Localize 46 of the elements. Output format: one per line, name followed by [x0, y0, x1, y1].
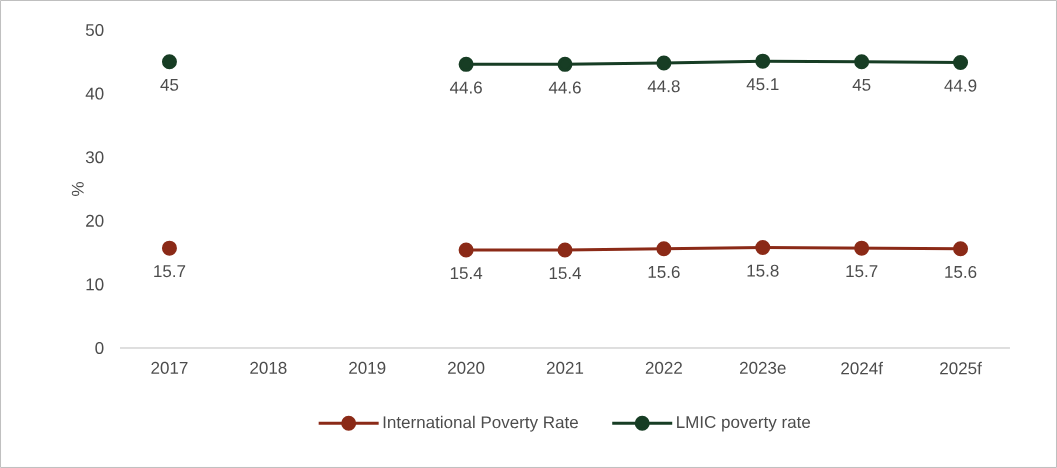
- point: [557, 56, 573, 72]
- point: [458, 56, 474, 72]
- point: [854, 54, 870, 70]
- y-axis-title: %: [71, 182, 84, 196]
- x-tick-label: 2025f: [940, 361, 982, 375]
- x-tick-label: 2024f: [841, 361, 883, 375]
- data-label: 45: [160, 78, 179, 91]
- point: [953, 54, 969, 70]
- y-tick-label: 20: [86, 214, 104, 227]
- legend-label: LMIC poverty rate: [677, 416, 811, 432]
- x-tick-label: 2019: [349, 361, 386, 374]
- data-label: 15.7: [846, 265, 878, 278]
- x-tick-label: 2023e: [740, 361, 786, 374]
- data-label: 15.8: [747, 264, 779, 277]
- data-label: 15.6: [945, 265, 977, 278]
- data-label: 15.4: [450, 267, 483, 280]
- legend-label: International Poverty Rate: [383, 415, 578, 432]
- x-tick-label: 2020: [448, 361, 485, 374]
- point: [854, 240, 870, 256]
- point: [656, 55, 672, 71]
- data-label: 44.8: [647, 80, 680, 93]
- point: [953, 241, 969, 257]
- point: [161, 54, 177, 70]
- x-tick-label: 2017: [151, 361, 188, 374]
- data-label: 44.6: [449, 81, 482, 94]
- point: [656, 241, 672, 257]
- x-tick-label: 2018: [250, 361, 287, 374]
- y-tick-label: 10: [86, 278, 104, 291]
- x-tick-label: 2022: [645, 361, 682, 374]
- data-label: 15.4: [549, 267, 582, 280]
- y-tick-label: 50: [85, 23, 104, 37]
- data-label: 45: [852, 78, 871, 91]
- data-label: 44.6: [548, 81, 581, 94]
- x-tick-label: 2021: [546, 361, 584, 374]
- data-label: 15.6: [648, 265, 680, 278]
- data-label: 44.9: [944, 79, 977, 92]
- data-label: 45.1: [746, 78, 779, 91]
- point: [557, 242, 573, 258]
- point: [458, 242, 474, 258]
- y-tick-label: 40: [85, 87, 104, 100]
- y-tick-label: 30: [85, 151, 104, 164]
- y-tick-label: 0: [95, 341, 104, 355]
- data-label: 15.7: [154, 265, 186, 278]
- point: [755, 240, 771, 255]
- point: [161, 240, 177, 256]
- point: [755, 53, 771, 69]
